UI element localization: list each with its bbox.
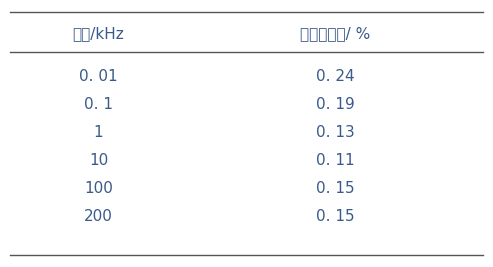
Text: 0. 01: 0. 01 (79, 69, 118, 84)
Text: 10: 10 (89, 153, 108, 168)
Text: 0. 13: 0. 13 (316, 125, 354, 140)
Text: 1: 1 (94, 125, 104, 140)
Text: 0. 24: 0. 24 (316, 69, 354, 84)
Text: 0. 15: 0. 15 (316, 209, 354, 224)
Text: 0. 11: 0. 11 (316, 153, 354, 168)
Text: 100: 100 (84, 181, 113, 196)
Text: 0. 1: 0. 1 (84, 97, 113, 112)
Text: 总失真系数/ %: 总失真系数/ % (300, 26, 370, 41)
Text: 频率/kHz: 频率/kHz (73, 26, 124, 41)
Text: 0. 19: 0. 19 (316, 97, 354, 112)
Text: 0. 15: 0. 15 (316, 181, 354, 196)
Text: 200: 200 (84, 209, 113, 224)
